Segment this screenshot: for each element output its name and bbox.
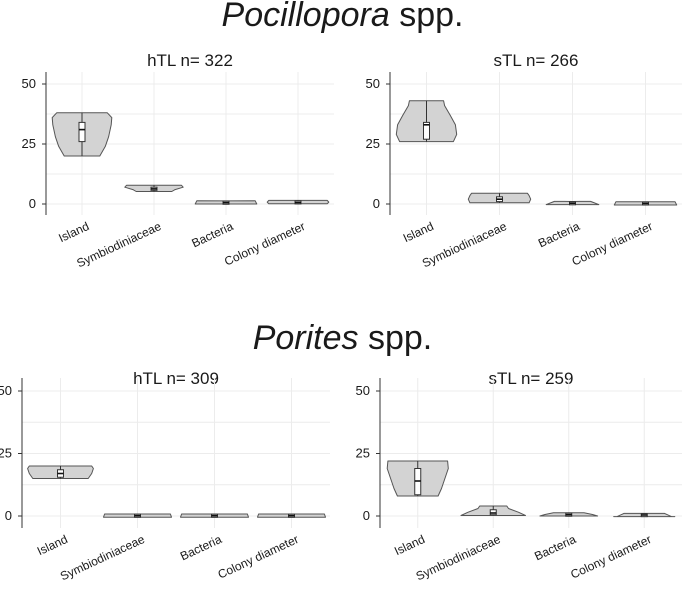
x-category-label: Colony diameter bbox=[570, 219, 655, 269]
x-category-label: Bacteria bbox=[532, 532, 578, 563]
y-tick-label: 50 bbox=[22, 76, 36, 91]
x-category-label: Bacteria bbox=[178, 532, 224, 563]
panel-title: hTL n= 309 bbox=[133, 369, 219, 388]
y-tick-label: 25 bbox=[0, 446, 12, 461]
section-title-pocillopora: Pocillopora spp. bbox=[0, 0, 685, 35]
y-tick-label: 0 bbox=[5, 508, 12, 523]
x-category-label: Bacteria bbox=[189, 219, 235, 250]
y-tick-label: 25 bbox=[22, 136, 36, 151]
x-category-label: Colony diameter bbox=[568, 532, 653, 582]
panel-title: hTL n= 322 bbox=[147, 51, 233, 70]
section-suffix: spp. bbox=[358, 319, 433, 357]
x-category-label: Colony diameter bbox=[216, 532, 301, 582]
section-title-porites: Porites spp. bbox=[0, 319, 685, 358]
y-tick-label: 25 bbox=[356, 446, 370, 461]
y-tick-label: 25 bbox=[366, 136, 380, 151]
panel-title: sTL n= 266 bbox=[494, 51, 579, 70]
x-category-label: Colony diameter bbox=[222, 219, 307, 269]
x-category-label: Bacteria bbox=[536, 219, 582, 250]
x-category-label: Island bbox=[401, 219, 436, 245]
panel-title: sTL n= 259 bbox=[489, 369, 574, 388]
box-iqr bbox=[78, 121, 86, 143]
y-tick-label: 50 bbox=[356, 383, 370, 398]
section-genus: Porites bbox=[252, 319, 359, 357]
x-category-label: Island bbox=[56, 219, 91, 245]
x-category-label: Symbiodiniaceae bbox=[414, 532, 503, 583]
section-genus: Pocillopora bbox=[221, 0, 390, 34]
y-tick-label: 0 bbox=[363, 508, 370, 523]
y-tick-label: 50 bbox=[366, 76, 380, 91]
y-tick-label: 50 bbox=[0, 383, 12, 398]
x-category-label: Island bbox=[392, 532, 427, 558]
x-category-label: Symbiodiniaceae bbox=[58, 532, 147, 583]
y-tick-label: 0 bbox=[29, 196, 36, 211]
box-iqr bbox=[423, 121, 430, 140]
x-category-label: Island bbox=[35, 532, 70, 558]
y-tick-label: 0 bbox=[373, 196, 380, 211]
section-suffix: spp. bbox=[389, 0, 464, 34]
